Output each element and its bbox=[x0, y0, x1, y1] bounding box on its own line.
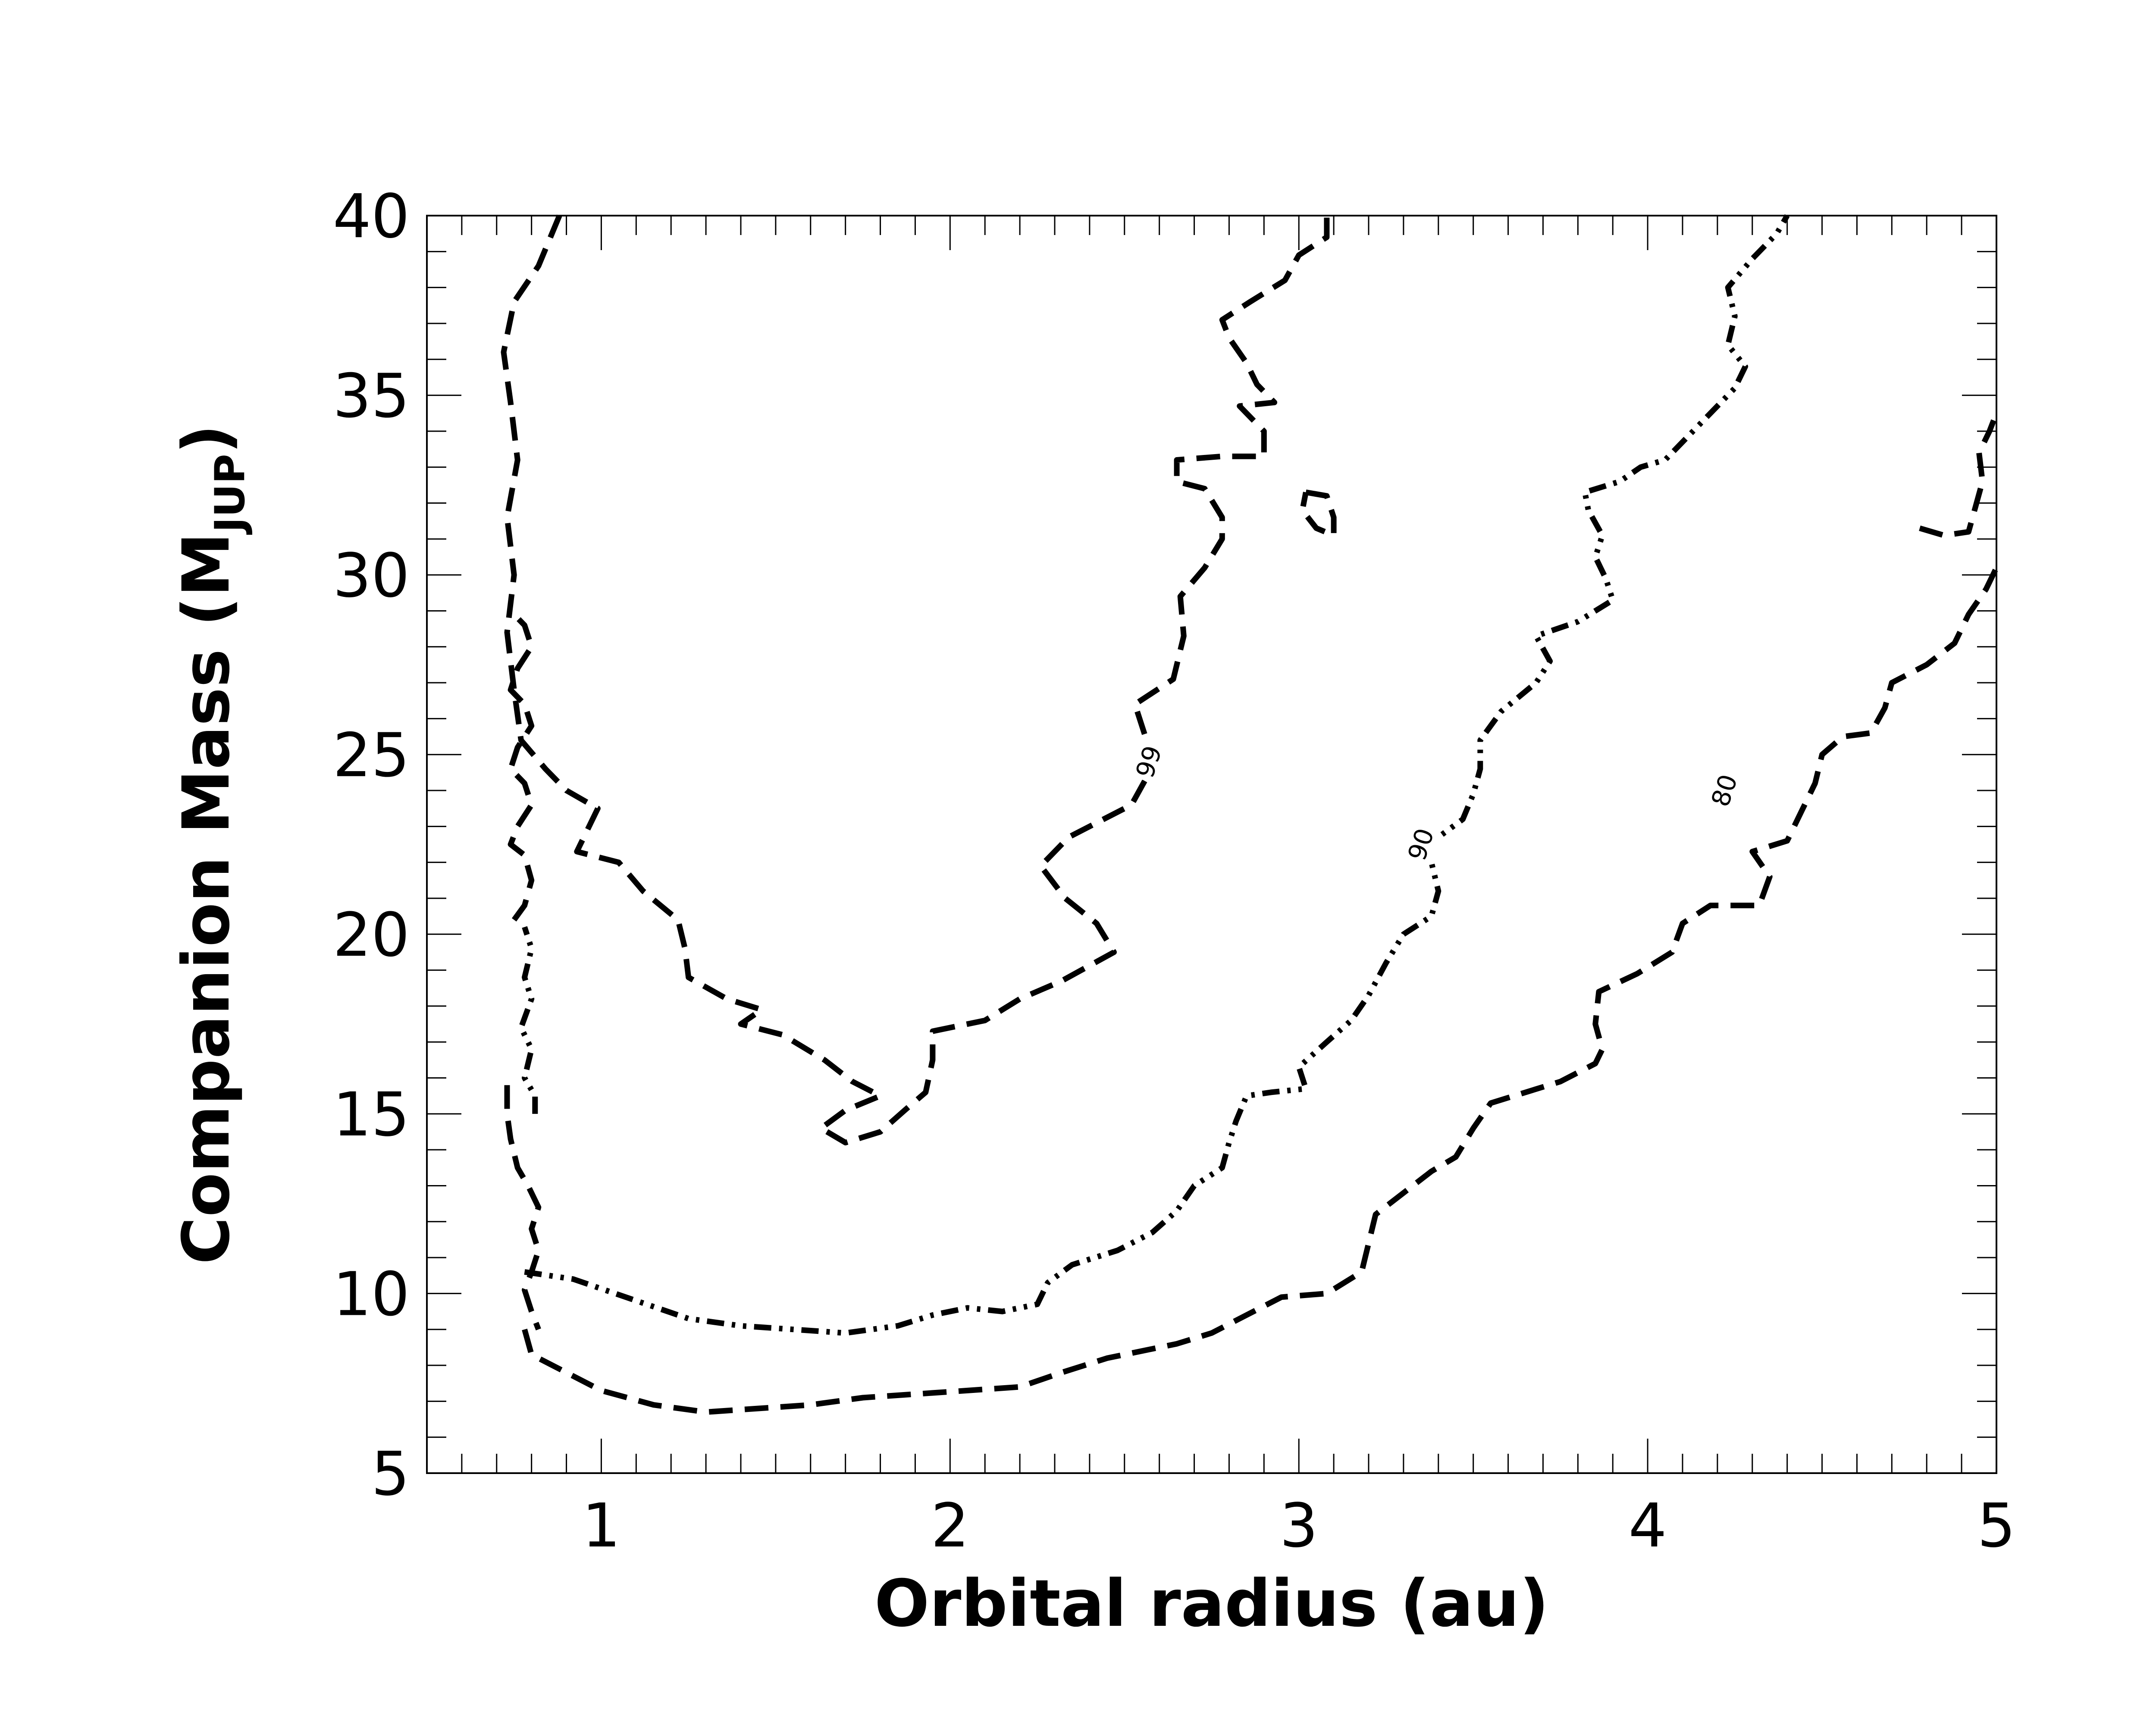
y-tick-label: 20 bbox=[333, 900, 410, 970]
contour-line-0 bbox=[501, 214, 1330, 1145]
y-axis-title-main: Companion Mass (M bbox=[169, 533, 244, 1264]
x-tick-label: 2 bbox=[931, 1491, 969, 1561]
contour-label-mask bbox=[1705, 772, 1744, 809]
y-tick-label: 5 bbox=[371, 1439, 410, 1509]
x-tick-label: 5 bbox=[1977, 1491, 2015, 1561]
y-tick-label: 10 bbox=[333, 1259, 410, 1330]
contour-line-1 bbox=[1299, 489, 1337, 538]
y-axis-title: Companion Mass (MJUP) bbox=[169, 424, 254, 1264]
y-axis-title-subscript: JUP bbox=[207, 454, 254, 535]
contour-line-7 bbox=[518, 926, 538, 1114]
contour-line-3 bbox=[522, 566, 1999, 1415]
y-tick-label: 35 bbox=[333, 361, 410, 432]
y-tick-label: 15 bbox=[333, 1080, 410, 1150]
contour-lines bbox=[501, 214, 1999, 1415]
contour-label-mask bbox=[1401, 826, 1441, 862]
x-axis-title: Orbital radius (au) bbox=[874, 1566, 1549, 1641]
x-tick-label: 3 bbox=[1280, 1491, 1318, 1561]
y-tick-label: 30 bbox=[333, 541, 410, 611]
y-axis-title-close: ) bbox=[169, 424, 244, 454]
axis-ticks bbox=[426, 215, 1997, 1474]
contour-line-6 bbox=[504, 1085, 542, 1331]
y-tick-label: 25 bbox=[333, 721, 410, 791]
contour-line-5 bbox=[508, 608, 535, 922]
contour-label-mask bbox=[1129, 743, 1169, 780]
tick-labels: 1 2 3 4 5 5 10 15 20 25 30 35 40 bbox=[333, 182, 2016, 1561]
y-tick-label: 40 bbox=[333, 182, 410, 252]
plot-frame bbox=[426, 215, 1997, 1474]
x-tick-label: 1 bbox=[582, 1491, 620, 1561]
x-tick-label: 4 bbox=[1629, 1491, 1667, 1561]
contour-line-4 bbox=[1919, 412, 1999, 538]
